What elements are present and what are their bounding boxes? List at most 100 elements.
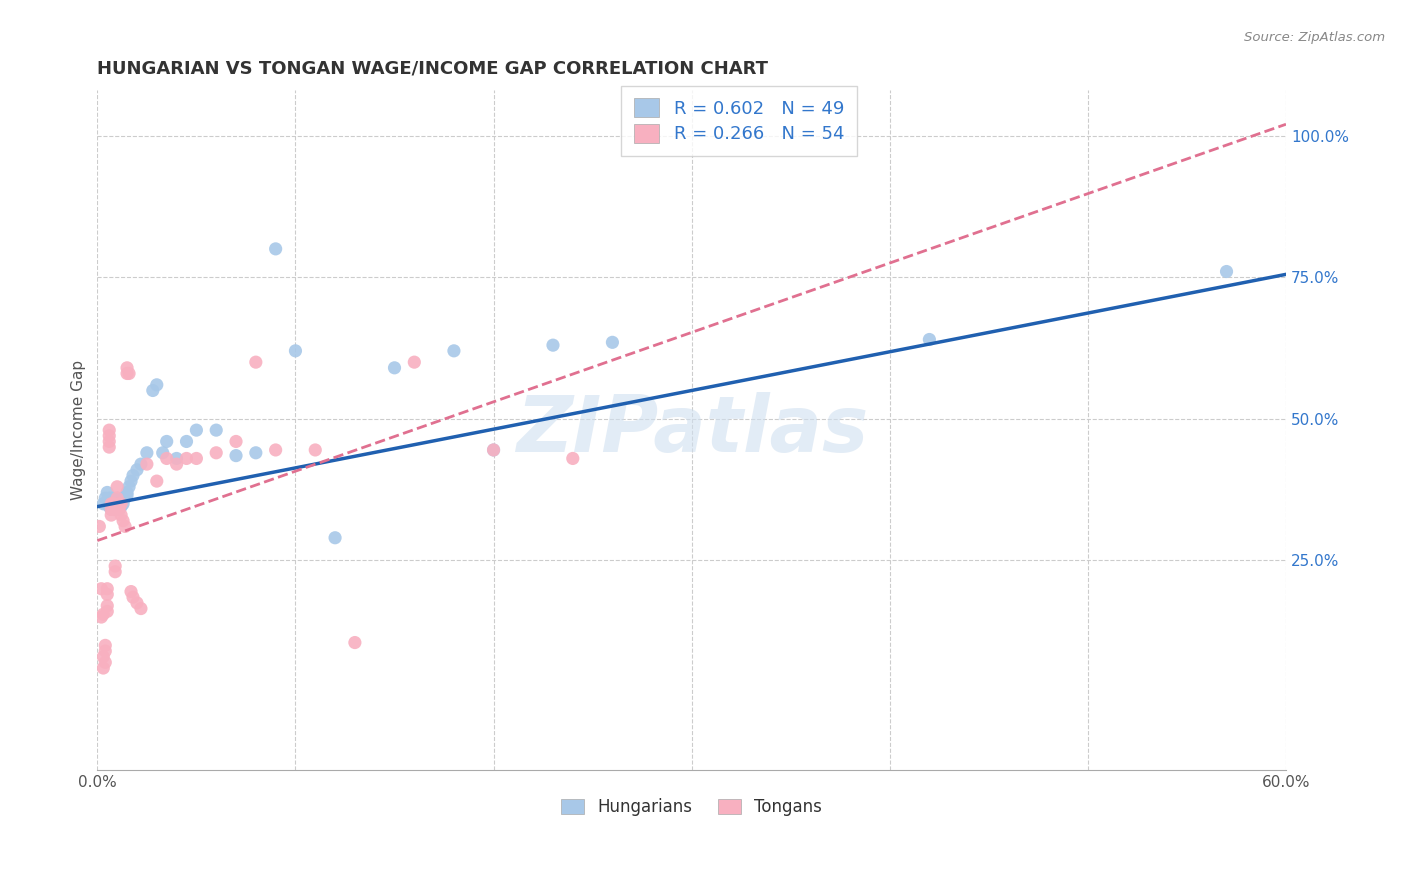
Point: [115, 485, 138, 500]
Point: [443, 343, 465, 358]
Point: [100, 502, 122, 516]
Point: [245, 355, 267, 369]
Point: [176, 451, 198, 466]
Point: [108, 502, 131, 516]
Point: [384, 360, 406, 375]
Point: [94, 639, 117, 653]
Point: [120, 584, 142, 599]
Point: [96, 494, 118, 508]
Point: [146, 474, 169, 488]
Point: [152, 446, 174, 460]
Point: [98, 429, 121, 443]
Point: [120, 474, 142, 488]
Point: [112, 497, 135, 511]
Point: [91, 497, 114, 511]
Point: [104, 559, 127, 574]
Point: [482, 442, 505, 457]
Point: [104, 502, 127, 516]
Text: HUNGARIAN VS TONGAN WAGE/INCOME GAP CORRELATION CHART: HUNGARIAN VS TONGAN WAGE/INCOME GAP CORR…: [97, 60, 768, 78]
Point: [98, 423, 121, 437]
Point: [129, 601, 152, 615]
Legend: Hungarians, Tongans: Hungarians, Tongans: [554, 791, 830, 822]
Point: [304, 442, 326, 457]
Point: [98, 491, 121, 505]
Point: [146, 377, 169, 392]
Point: [112, 514, 135, 528]
Point: [98, 440, 121, 454]
Point: [404, 355, 426, 369]
Point: [225, 434, 247, 449]
Point: [96, 599, 118, 613]
Point: [110, 494, 132, 508]
Point: [105, 500, 128, 514]
Point: [105, 491, 128, 505]
Point: [122, 468, 145, 483]
Point: [323, 531, 346, 545]
Point: [205, 423, 228, 437]
Point: [135, 457, 157, 471]
Point: [100, 494, 122, 508]
Point: [110, 500, 132, 514]
Point: [108, 497, 131, 511]
Point: [100, 502, 122, 516]
Point: [90, 610, 112, 624]
Point: [103, 502, 125, 516]
Point: [94, 491, 117, 505]
Point: [284, 343, 307, 358]
Text: ZIPatlas: ZIPatlas: [516, 392, 868, 468]
Point: [156, 434, 179, 449]
Point: [541, 338, 564, 352]
Point: [166, 451, 188, 466]
Point: [94, 644, 117, 658]
Point: [114, 491, 136, 505]
Point: [482, 442, 505, 457]
Point: [135, 446, 157, 460]
Point: [176, 434, 198, 449]
Point: [918, 333, 941, 347]
Point: [561, 451, 583, 466]
Point: [91, 661, 114, 675]
Point: [110, 497, 132, 511]
Point: [602, 335, 624, 350]
Point: [225, 449, 247, 463]
Point: [91, 649, 114, 664]
Point: [264, 242, 287, 256]
Point: [1215, 264, 1237, 278]
Point: [110, 508, 132, 522]
Y-axis label: Wage/Income Gap: Wage/Income Gap: [72, 360, 86, 500]
Point: [115, 360, 138, 375]
Point: [103, 497, 125, 511]
Point: [94, 656, 117, 670]
Point: [166, 457, 188, 471]
Point: [129, 457, 152, 471]
Point: [264, 442, 287, 457]
Point: [115, 488, 138, 502]
Point: [91, 607, 114, 622]
Point: [96, 587, 118, 601]
Point: [100, 508, 122, 522]
Point: [343, 635, 366, 649]
Point: [104, 494, 127, 508]
Point: [118, 367, 141, 381]
Point: [104, 565, 127, 579]
Point: [245, 446, 267, 460]
Point: [125, 463, 148, 477]
Point: [98, 500, 121, 514]
Point: [108, 502, 131, 516]
Text: Source: ZipAtlas.com: Source: ZipAtlas.com: [1244, 31, 1385, 45]
Point: [100, 497, 122, 511]
Point: [108, 497, 131, 511]
Point: [103, 491, 125, 505]
Point: [105, 480, 128, 494]
Point: [125, 596, 148, 610]
Point: [156, 451, 179, 466]
Point: [118, 480, 141, 494]
Point: [122, 591, 145, 605]
Point: [96, 604, 118, 618]
Point: [115, 367, 138, 381]
Point: [90, 582, 112, 596]
Point: [96, 582, 118, 596]
Point: [105, 491, 128, 505]
Point: [98, 434, 121, 449]
Point: [103, 497, 125, 511]
